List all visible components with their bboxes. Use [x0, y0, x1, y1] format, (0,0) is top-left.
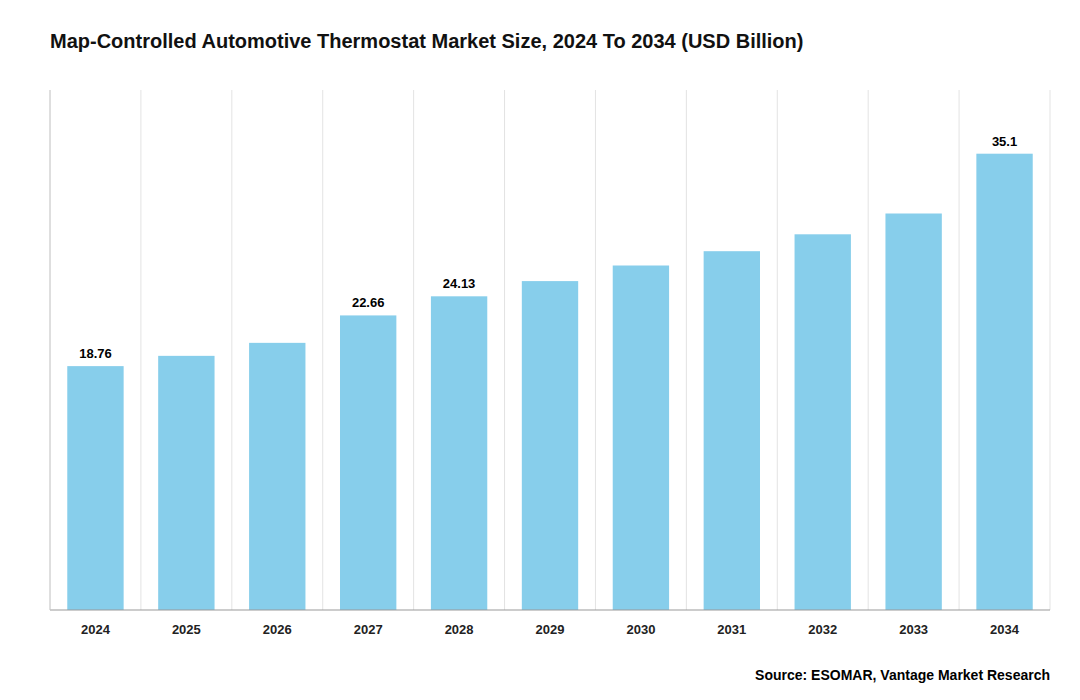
bar: [158, 356, 214, 610]
data-label: 24.13: [443, 276, 476, 291]
x-tick-label: 2034: [990, 622, 1020, 637]
x-tick-label: 2026: [263, 622, 292, 637]
background: [0, 0, 1080, 700]
grid-line: [504, 90, 505, 610]
x-tick-label: 2025: [172, 622, 201, 637]
grid: [50, 90, 1050, 610]
bar: [249, 343, 305, 610]
title: Map-Controlled Automotive Thermostat Mar…: [50, 30, 803, 52]
x-tick-label: 2029: [536, 622, 565, 637]
x-axis-line: [50, 610, 1050, 611]
grid-line: [140, 90, 141, 610]
chart-container: 2024 2025 2026 2027 2028 2029 2030 2031 2032 2033…: [0, 0, 1080, 700]
bar: [67, 366, 123, 610]
x-tick-label: 2031: [717, 622, 746, 637]
grid-line: [868, 90, 869, 610]
source-note: Source: ESOMAR, Vantage Market Research: [755, 667, 1050, 683]
bar: [431, 296, 487, 610]
x-tick-label: 2024: [81, 622, 111, 637]
grid-line: [777, 90, 778, 610]
x-tick-label: 2027: [354, 622, 383, 637]
chart: 2024 2025 2026 2027 2028 2029 2030 2031 2032 2033…: [0, 0, 1080, 700]
grid-line: [231, 90, 232, 610]
bar: [795, 234, 851, 610]
grid-line: [959, 90, 960, 610]
x-tick-label: 2030: [626, 622, 655, 637]
bar: [522, 281, 578, 610]
data-label: 18.76: [79, 346, 112, 361]
x-tick-label: 2028: [445, 622, 474, 637]
data-label: 35.1: [992, 134, 1017, 149]
bar: [340, 315, 396, 610]
grid-line: [1050, 90, 1051, 610]
y-axis-line: [50, 90, 51, 610]
x-tick-label: 2032: [808, 622, 837, 637]
bar: [885, 214, 941, 611]
bar: [613, 266, 669, 611]
grid-line: [322, 90, 323, 610]
bar: [976, 154, 1032, 610]
grid-line: [686, 90, 687, 610]
x-tick-label: 2033: [899, 622, 928, 637]
grid-line: [50, 90, 51, 610]
grid-line: [413, 90, 414, 610]
data-label: 22.66: [352, 295, 385, 310]
bar: [704, 251, 760, 610]
grid-line: [595, 90, 596, 610]
bars: [67, 154, 1032, 610]
